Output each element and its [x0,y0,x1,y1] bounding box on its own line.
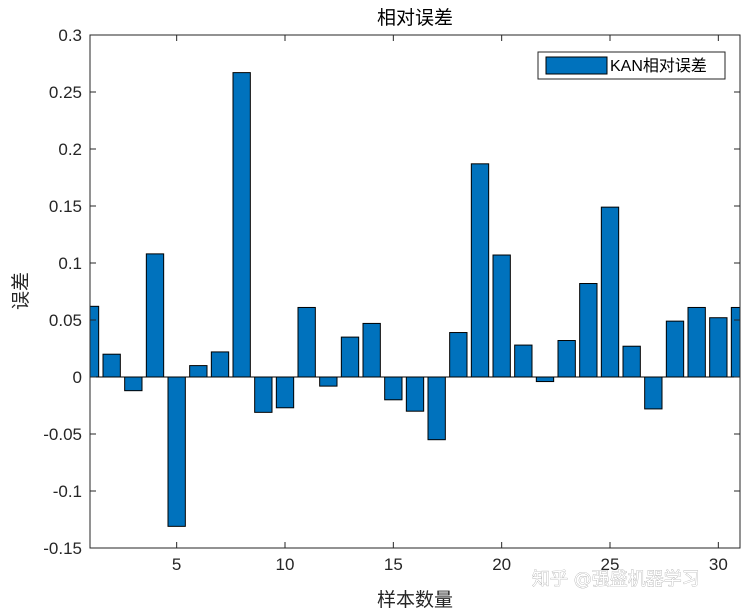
x-tick-label: 30 [709,555,728,574]
y-tick-label: -0.15 [43,539,82,558]
bar [687,306,706,378]
legend-label: KAN相对误差 [610,57,707,75]
bar [709,317,728,378]
y-axis-ticks: -0.15 -0.1 -0.05 0 0.05 0.1 0.15 0.2 0.25 0.3 [43,26,740,558]
x-axis-ticks: 5 10 15 20 25 30 [172,35,728,574]
bar [405,376,425,412]
bar [189,365,208,378]
bar [319,376,338,387]
bar [145,253,165,378]
bar [297,306,316,378]
bar [644,376,663,410]
bars [90,72,740,527]
bar [275,376,295,409]
plot-area [90,35,740,548]
y-tick-label: 0.05 [49,311,82,330]
x-tick-label: 25 [601,555,620,574]
bar [102,353,121,378]
y-tick-label: 0.25 [49,83,82,102]
x-tick-label: 20 [492,555,511,574]
bar [340,336,360,378]
bar [384,376,403,401]
y-tick-label: 0.3 [58,26,82,45]
y-axis-label: 误差 [10,272,32,310]
bar [600,206,620,378]
bar [492,254,511,378]
bar [557,340,576,378]
bar [210,351,230,378]
axes-box [89,34,741,549]
bar [470,163,490,378]
bar [449,332,468,378]
y-tick-label: -0.05 [43,425,82,444]
bar [622,345,641,378]
bar [362,322,381,378]
chart-title: 相对误差 [377,7,453,29]
bar [579,283,598,378]
y-tick-label: 0.15 [49,197,82,216]
bar [665,320,685,378]
bar [232,72,251,378]
legend-swatch [545,56,608,75]
y-tick-label: 0.1 [58,254,82,273]
x-tick-label: 15 [384,555,403,574]
bar [167,376,186,527]
y-tick-label: 0 [73,368,82,387]
bar [427,376,446,441]
bar [535,376,555,383]
x-tick-label: 10 [276,555,295,574]
watermark: 知乎 @强盛机器学习 [532,569,700,590]
y-tick-label: -0.1 [53,482,82,501]
x-tick-label: 5 [172,555,181,574]
y-tick-label: 0.2 [58,140,82,159]
bar [254,376,273,413]
bar [124,376,143,392]
bar [514,344,533,378]
x-axis-label: 样本数量 [377,589,453,611]
legend: KAN相对误差 [537,51,726,80]
